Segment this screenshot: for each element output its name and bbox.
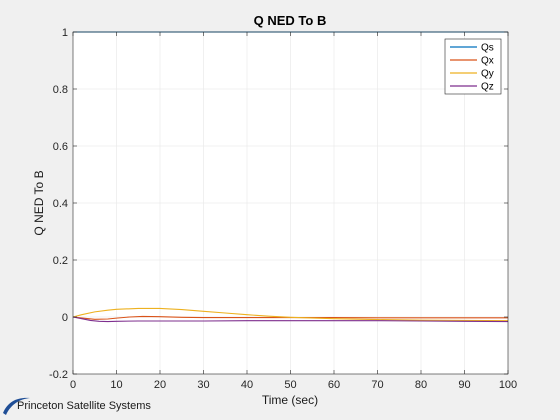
swoosh-logo-icon <box>3 397 30 415</box>
x-tick-label: 20 <box>154 379 166 391</box>
y-tick-label: 0.2 <box>53 255 68 267</box>
y-axis-label: Q NED To B <box>32 170 46 235</box>
legend-label-qz: Qz <box>481 82 494 93</box>
y-tick-label: 0.8 <box>53 84 68 96</box>
legend: Qs Qx Qy Qz <box>444 38 502 95</box>
series-line-qz <box>72 316 509 323</box>
y-tick-label: 0.4 <box>53 198 68 210</box>
chart-title: Q NED To B <box>254 13 327 28</box>
branding: Princeton Satellite Systems <box>2 391 202 417</box>
x-tick-label: 90 <box>458 379 470 391</box>
series-line-qy <box>72 307 509 322</box>
x-tick-label: 60 <box>328 379 340 391</box>
grid-lines <box>73 32 508 374</box>
x-axis-label: Time (sec) <box>262 393 318 407</box>
x-tick-label: 30 <box>197 379 209 391</box>
series-line-qx <box>72 315 508 320</box>
legend-label-qy: Qy <box>481 69 494 80</box>
x-tick-label: 10 <box>110 379 122 391</box>
legend-label-qx: Qx <box>481 56 494 67</box>
y-tick-label: 1 <box>62 27 68 39</box>
x-tick-label: 50 <box>284 379 296 391</box>
y-tick-label: 0.6 <box>53 141 68 153</box>
x-tick-label: 80 <box>415 379 427 391</box>
y-tick-label: 0 <box>62 312 68 324</box>
x-tick-label: 100 <box>499 379 517 391</box>
y-tick-label: -0.2 <box>49 369 68 381</box>
legend-label-qs: Qs <box>481 43 494 54</box>
x-tick-label: 0 <box>70 379 76 391</box>
tick-layer: 0 10 20 30 40 50 60 70 80 90 100-0.200.20.40.60.81 <box>49 27 517 391</box>
branding-text: Princeton Satellite Systems <box>17 400 151 412</box>
legend-box <box>444 38 502 95</box>
x-tick-label: 40 <box>241 379 253 391</box>
x-tick-label: 70 <box>371 379 383 391</box>
